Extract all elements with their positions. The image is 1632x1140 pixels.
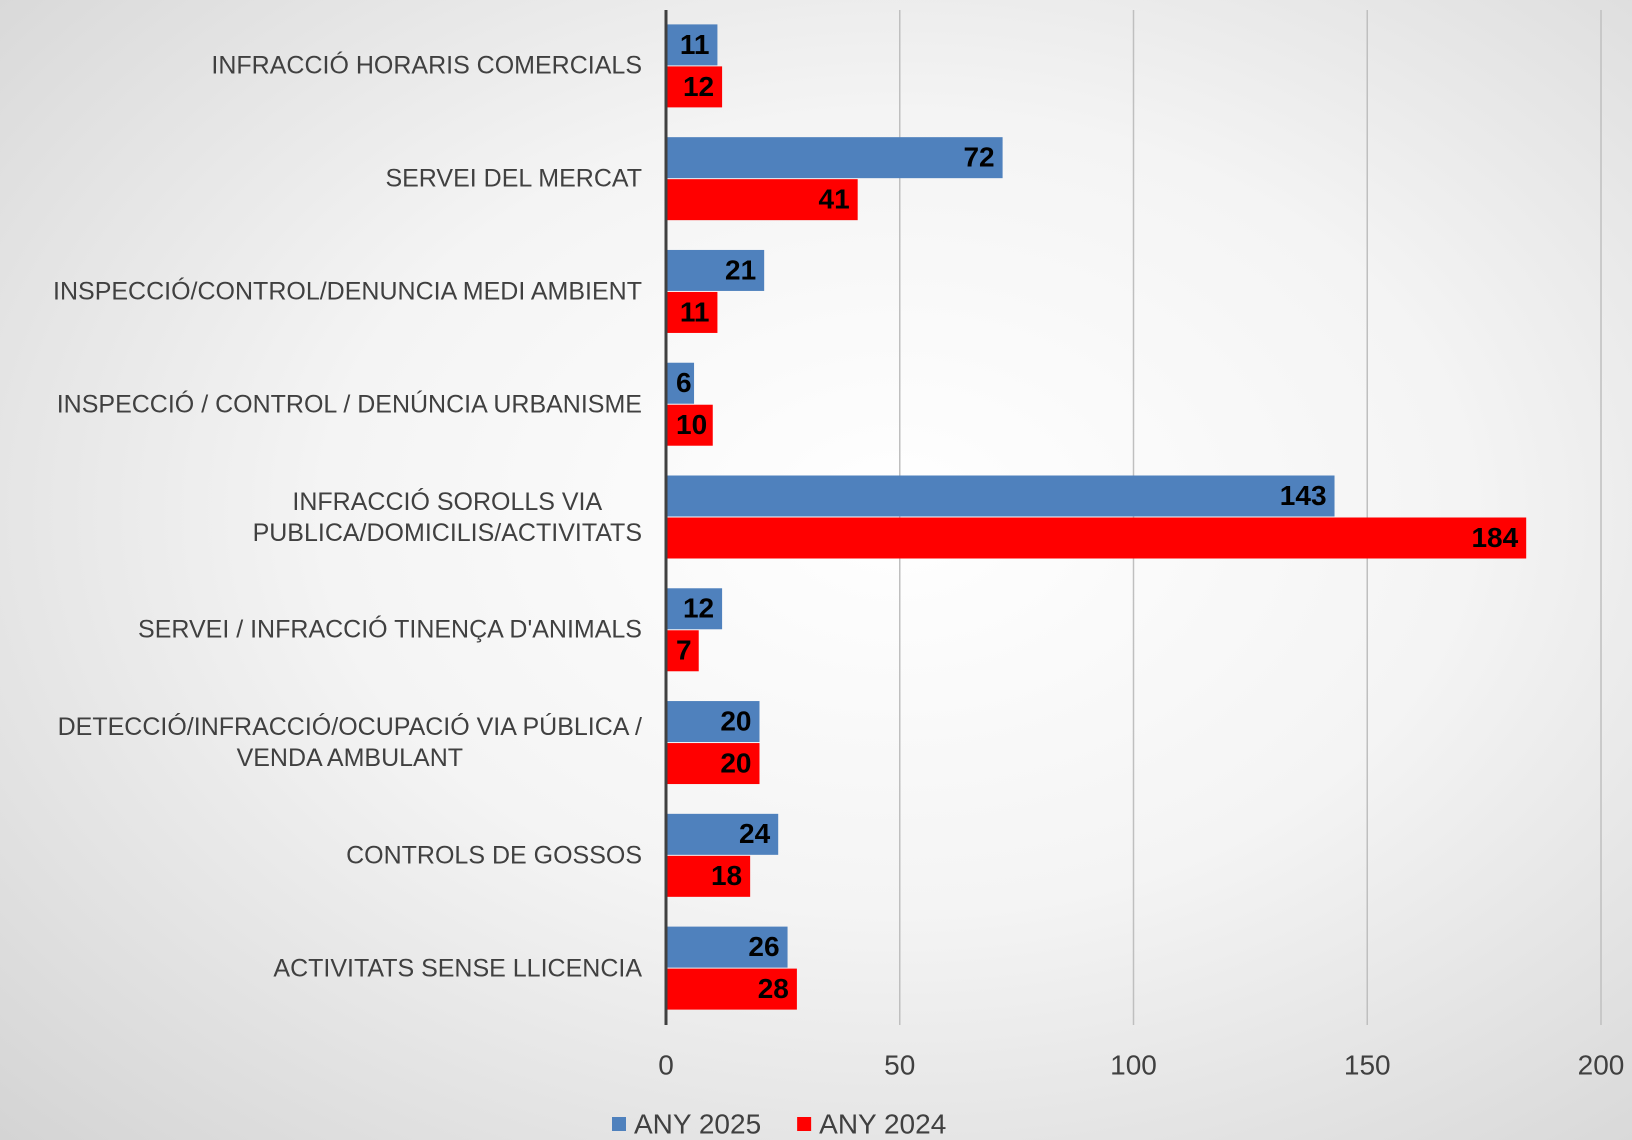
bar xyxy=(666,630,699,672)
y-tick-label: INSPECCIÓ/CONTROL/DENUNCIA MEDI AMBIENT xyxy=(53,277,642,306)
bar xyxy=(666,404,713,446)
legend-label: ANY 2024 xyxy=(819,1108,946,1139)
data-label: 28 xyxy=(758,973,789,1004)
bar xyxy=(666,588,723,630)
bar xyxy=(666,66,723,108)
bar xyxy=(666,701,760,743)
bar xyxy=(666,249,765,291)
x-tick-label: 100 xyxy=(1110,1049,1157,1080)
data-label: 41 xyxy=(819,184,850,215)
bar xyxy=(666,179,858,221)
data-label: 11 xyxy=(680,29,710,60)
data-label: 6 xyxy=(676,367,692,398)
bar xyxy=(666,926,788,968)
y-tick-label: CONTROLS DE GOSSOS xyxy=(346,841,642,870)
bar xyxy=(666,362,695,404)
data-label: 11 xyxy=(680,296,710,327)
data-label: 18 xyxy=(711,860,742,891)
data-label: 10 xyxy=(676,409,707,440)
legend-swatch xyxy=(612,1117,626,1131)
y-tick-label: DETECCIÓ/INFRACCIÓ/OCUPACIÓ VIA PÚBLICA … xyxy=(57,713,642,773)
data-label: 20 xyxy=(720,705,751,736)
data-label: 26 xyxy=(748,931,779,962)
bar xyxy=(666,291,718,333)
bar xyxy=(666,855,751,897)
legend-label: ANY 2025 xyxy=(634,1108,761,1139)
bar xyxy=(666,137,1003,179)
legend-swatch xyxy=(797,1117,812,1131)
bar xyxy=(666,517,1527,559)
y-tick-label: INSPECCIÓ / CONTROL / DENÚNCIA URBANISME xyxy=(56,390,642,419)
data-label: 21 xyxy=(725,254,756,285)
data-label: 24 xyxy=(739,818,771,849)
x-tick-label: 200 xyxy=(1578,1049,1625,1080)
bar xyxy=(666,813,779,855)
bar xyxy=(666,743,760,785)
x-tick-label: 50 xyxy=(884,1049,915,1080)
y-tick-label: INFRACCIÓ SOROLLS VIA PUBLICA/DOMICILIS/… xyxy=(252,487,642,547)
data-label: 143 xyxy=(1280,480,1327,511)
x-tick-label: 150 xyxy=(1344,1049,1391,1080)
data-label: 7 xyxy=(676,635,692,666)
y-tick-label: INFRACCIÓ HORARIS COMERCIALS xyxy=(211,51,642,80)
bar xyxy=(666,24,718,66)
bar xyxy=(666,968,797,1010)
legend: ANY 2025 ANY 2024 xyxy=(612,1108,946,1139)
data-label: 12 xyxy=(683,71,714,102)
data-label: 12 xyxy=(683,593,714,624)
bar xyxy=(666,475,1335,517)
data-label: 184 xyxy=(1471,522,1518,553)
data-label: 72 xyxy=(963,142,994,173)
y-tick-label: SERVEI DEL MERCAT xyxy=(385,164,642,193)
y-tick-label: ACTIVITATS SENSE LLICENCIA xyxy=(273,954,642,983)
y-tick-label: SERVEI / INFRACCIÓ TINENÇA D'ANIMALS xyxy=(138,615,642,644)
x-tick-label: 0 xyxy=(658,1049,674,1080)
data-label: 20 xyxy=(720,747,751,778)
